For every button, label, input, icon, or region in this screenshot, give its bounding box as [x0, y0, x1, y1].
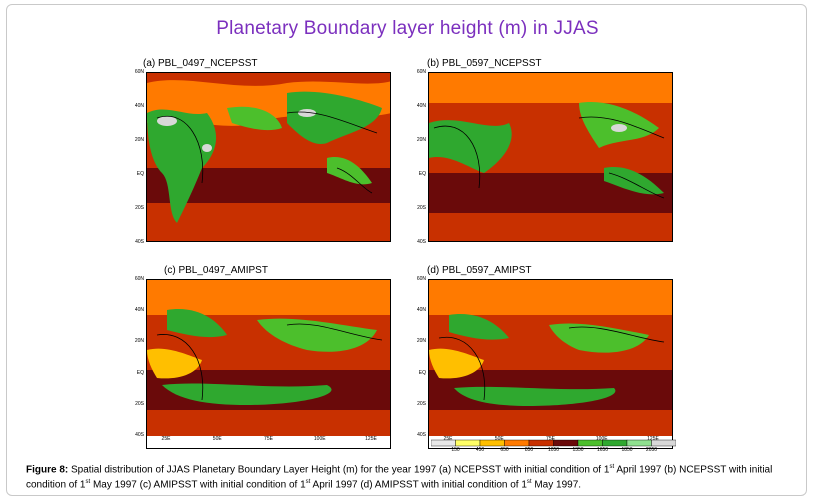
figure-caption: Figure 8: Spatial distribution of JJAS P…	[26, 461, 796, 492]
lat-tick-label: 60N	[416, 69, 426, 75]
map-image-c	[147, 280, 390, 436]
caption-text-2: April 1997 (b) NCEPSST with initial cond…	[26, 464, 773, 491]
lat-tick-label: 40S	[417, 239, 426, 245]
colorbar-swatch	[528, 439, 554, 447]
lat-tick-label: 40S	[417, 432, 426, 438]
caption-sup-3: st	[305, 479, 311, 486]
lat-tick-label: 20S	[135, 205, 144, 211]
lon-tick-label: 50E	[494, 436, 504, 442]
lat-tick-label: EQ	[418, 369, 426, 376]
panel-c-label: (c) PBL_0497_AMIPST	[164, 265, 268, 276]
colorbar-value-label: 450	[475, 447, 485, 453]
lat-tick-label: 20N	[134, 137, 144, 143]
lat-tick-label: 60N	[416, 276, 426, 282]
lon-tick-label: 100E	[313, 436, 326, 442]
lat-tick-label: 20S	[135, 400, 144, 407]
colorbar-swatch	[577, 439, 603, 447]
colorbar-value-label: 650	[500, 447, 509, 453]
colorbar-swatch	[626, 439, 652, 447]
lat-tick-label: 60N	[134, 276, 144, 282]
colorbar-swatch	[651, 439, 676, 447]
lat-tick-label: EQ	[418, 171, 426, 177]
lat-tick-label: 20N	[134, 338, 144, 345]
colorbar-value-label: 1650	[596, 447, 609, 453]
lon-tick-label: 25E	[161, 436, 171, 442]
lat-tick-label: 20N	[416, 338, 426, 345]
caption-text-5: May 1997.	[531, 479, 582, 491]
map-panel-b	[428, 72, 673, 242]
caption-prefix: Figure 8:	[26, 464, 69, 476]
map-panel-a	[146, 72, 391, 242]
colorbar-value-label: 1350	[572, 447, 584, 453]
map-image-b	[429, 73, 672, 241]
lat-tick-label: 20S	[417, 400, 426, 407]
colorbar-value-label: 150	[451, 447, 460, 453]
colorbar-swatch	[602, 439, 628, 447]
lat-tick-label: 40S	[135, 239, 144, 245]
colorbar-swatch	[431, 439, 456, 447]
lat-tick-label: 40S	[135, 432, 144, 438]
lat-tick-label: 40N	[416, 307, 426, 314]
lat-tick-label: 40N	[134, 307, 144, 314]
colorbar-value-label: 1050	[547, 447, 560, 453]
lon-tick-label: 50E	[212, 436, 222, 442]
figure-frame	[6, 4, 807, 496]
colorbar-swatch	[455, 439, 481, 447]
colorbar-value-label: 850	[524, 447, 534, 453]
colorbar-swatch	[553, 439, 579, 447]
colorbar-value-label: 2050	[645, 447, 658, 453]
panel-a-label: (a) PBL_0497_NCEPSST	[143, 58, 258, 69]
lat-tick-label: 40N	[134, 103, 144, 109]
map-panel-c	[146, 279, 391, 449]
map-panel-d	[428, 279, 673, 449]
caption-sup-1: st	[609, 464, 615, 470]
lon-tick-label: 100E	[595, 436, 608, 442]
lon-tick-label: 125E	[365, 436, 377, 442]
lon-tick-label: 75E	[264, 436, 273, 442]
lat-tick-label: 60N	[134, 69, 144, 75]
map-image-a	[147, 73, 390, 241]
lat-tick-label: EQ	[136, 171, 144, 177]
caption-sup-4: st	[526, 479, 532, 486]
lat-tick-label: 20S	[417, 205, 426, 211]
caption-text-4: April 1997 (d) AMIPSST with initial cond…	[310, 479, 527, 491]
colorbar-swatch	[479, 439, 505, 447]
lat-tick-label: EQ	[136, 369, 144, 376]
caption-sup-2: st	[85, 479, 91, 486]
caption-text-1: Spatial distribution of JJAS Planetary B…	[68, 464, 610, 476]
map-image-d	[429, 280, 672, 436]
colorbar-value-label: 1850	[621, 447, 633, 453]
lat-tick-label: 20N	[416, 137, 426, 143]
lat-tick-label: 40N	[416, 103, 426, 109]
figure-title: Planetary Boundary layer height (m) in J…	[216, 18, 599, 39]
panel-b-label: (b) PBL_0597_NCEPSST	[427, 58, 542, 69]
colorbar-swatch	[504, 439, 530, 447]
colorbar	[431, 439, 676, 447]
lon-tick-label: 25E	[443, 436, 453, 442]
caption-text-3: May 1997 (c) AMIPSST with initial condit…	[90, 479, 306, 491]
panel-d-label: (d) PBL_0597_AMIPST	[427, 265, 532, 276]
lon-tick-label: 125E	[647, 436, 659, 442]
lon-tick-label: 75E	[546, 436, 555, 442]
